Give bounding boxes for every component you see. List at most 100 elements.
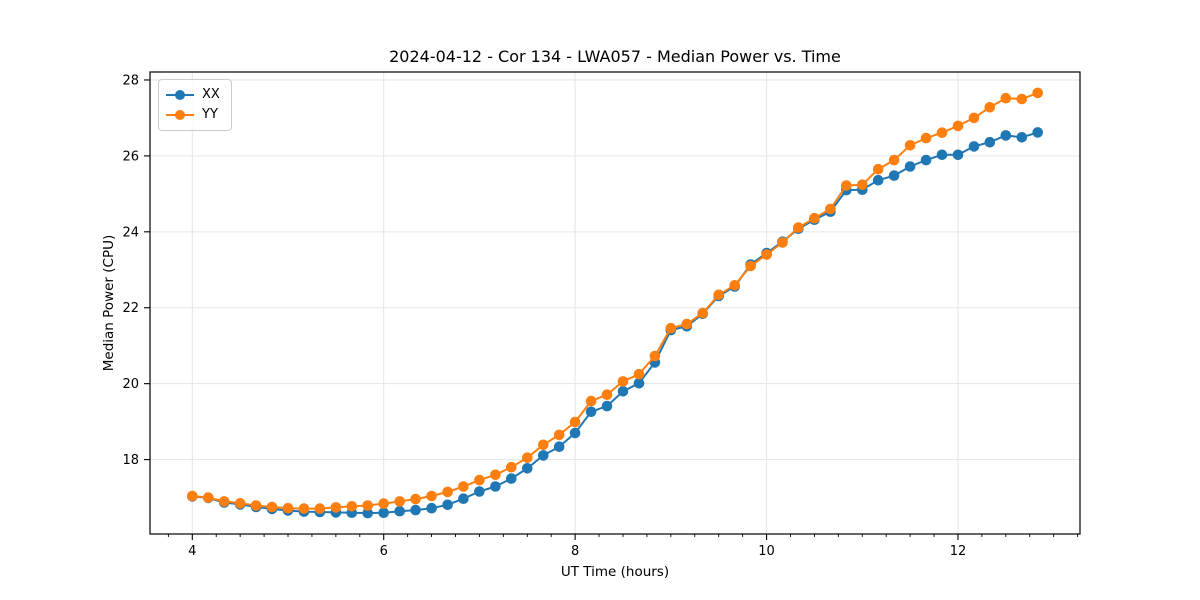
series-yy-marker: [793, 222, 804, 233]
series-yy-marker: [330, 502, 342, 513]
series-xx-marker: [952, 149, 964, 161]
series-yy-marker: [234, 498, 246, 509]
series-yy-marker: [266, 501, 278, 513]
legend-label: XX: [202, 87, 220, 102]
x-tick-label: 10: [758, 544, 775, 559]
series-xx-marker: [538, 450, 549, 461]
series-yy-marker: [936, 127, 948, 138]
y-tick-label: 28: [122, 73, 139, 88]
series-xx-marker: [904, 161, 916, 172]
x-tick-label: 4: [188, 544, 196, 559]
legend-line-marker-icon: [166, 90, 194, 101]
plot-border: [149, 71, 1081, 535]
chart-title: 2024-04-12 - Cor 134 - LWA057 - Median P…: [389, 47, 841, 66]
series-yy-marker: [426, 490, 437, 502]
series-yy-marker: [777, 237, 788, 248]
series-xx-line: [192, 131, 1038, 515]
series-xx-marker: [410, 504, 421, 516]
series-yy-marker: [1032, 87, 1043, 99]
y-tick-label: 22: [122, 301, 139, 316]
series-yy-marker: [203, 492, 214, 503]
series-yy-marker: [490, 469, 501, 481]
series-yy-marker: [617, 376, 629, 387]
y-tick-label: 18: [122, 453, 139, 468]
series-yy-marker: [825, 203, 836, 215]
series-xx-marker: [984, 136, 996, 148]
series-yy-marker: [809, 212, 820, 224]
series-yy-marker: [1016, 93, 1028, 105]
series-yy-marker: [298, 503, 310, 514]
series-yy-marker: [649, 350, 661, 362]
series-yy-marker: [968, 112, 980, 124]
series-xx-marker: [601, 400, 613, 412]
series-yy-marker: [378, 498, 390, 509]
series-yy-marker: [872, 163, 884, 175]
series-yy-marker: [585, 395, 597, 407]
series-yy-marker: [761, 249, 772, 260]
series-yy-marker: [522, 452, 533, 464]
y-axis-label: Median Power (CPU): [101, 235, 117, 371]
legend-item-xx: XX: [166, 85, 223, 105]
x-tick-label: 8: [571, 544, 579, 559]
series-yy-marker: [665, 322, 677, 334]
series-xx-marker: [553, 441, 565, 453]
x-tick-label: 6: [380, 544, 388, 559]
series-yy-marker: [569, 416, 581, 428]
series-xx-marker: [617, 386, 629, 397]
series-xx-marker: [1000, 130, 1012, 141]
y-tick-label: 20: [122, 377, 139, 392]
series-xx-marker: [506, 473, 517, 484]
series-yy-marker: [920, 132, 932, 144]
x-axis-label: UT Time (hours): [561, 564, 669, 580]
series-xx-marker: [872, 174, 884, 186]
series-yy-marker: [282, 502, 294, 514]
series-layer: [187, 87, 1043, 519]
series-xx-marker: [888, 170, 900, 181]
legend-item-yy: YY: [166, 105, 223, 125]
series-xx-marker: [474, 486, 485, 497]
legend: XX YY: [158, 79, 232, 131]
series-yy-marker: [506, 461, 517, 473]
series-yy-marker: [952, 120, 964, 132]
series-yy-marker: [601, 389, 613, 401]
series-xx-marker: [968, 141, 980, 152]
series-yy-marker: [362, 500, 374, 511]
series-yy-marker: [218, 496, 230, 507]
series-xx-marker: [1016, 132, 1028, 143]
series-xx-marker: [394, 505, 406, 517]
axis-ticks: 4 6 8 10 12 18 20 22 24 26 28: [122, 73, 1079, 559]
series-yy-marker: [187, 490, 198, 502]
series-yy-marker: [633, 368, 645, 380]
series-xx-marker: [569, 427, 581, 439]
series-yy-marker: [410, 493, 421, 505]
series-yy-marker: [250, 500, 262, 511]
series-xx-marker: [362, 507, 374, 519]
series-yy-marker: [1000, 92, 1012, 104]
series-xx-marker: [522, 463, 533, 474]
series-xx-marker: [633, 378, 645, 389]
x-tick-label: 12: [950, 544, 967, 559]
series-xx-marker: [442, 499, 453, 511]
series-xx-marker: [920, 154, 932, 166]
gridlines: [150, 72, 1080, 534]
series-xx-marker: [1032, 127, 1043, 138]
series-yy-marker: [442, 486, 453, 498]
y-tick-label: 24: [122, 225, 139, 240]
series-yy-marker: [697, 307, 708, 319]
series-yy-marker: [394, 496, 406, 507]
series-yy-marker: [474, 474, 485, 486]
series-yy-marker: [346, 501, 358, 512]
series-xx-marker: [426, 502, 437, 514]
series-yy-marker: [888, 154, 900, 166]
series-yy-marker: [857, 179, 868, 190]
series-yy-marker: [729, 280, 740, 291]
series-yy-marker: [458, 481, 469, 492]
series-yy-marker: [553, 429, 565, 441]
series-yy-marker: [538, 439, 549, 451]
series-yy-marker: [745, 260, 756, 272]
series-xx-marker: [490, 481, 501, 492]
y-tick-label: 26: [122, 149, 139, 164]
series-yy-marker: [904, 140, 916, 151]
